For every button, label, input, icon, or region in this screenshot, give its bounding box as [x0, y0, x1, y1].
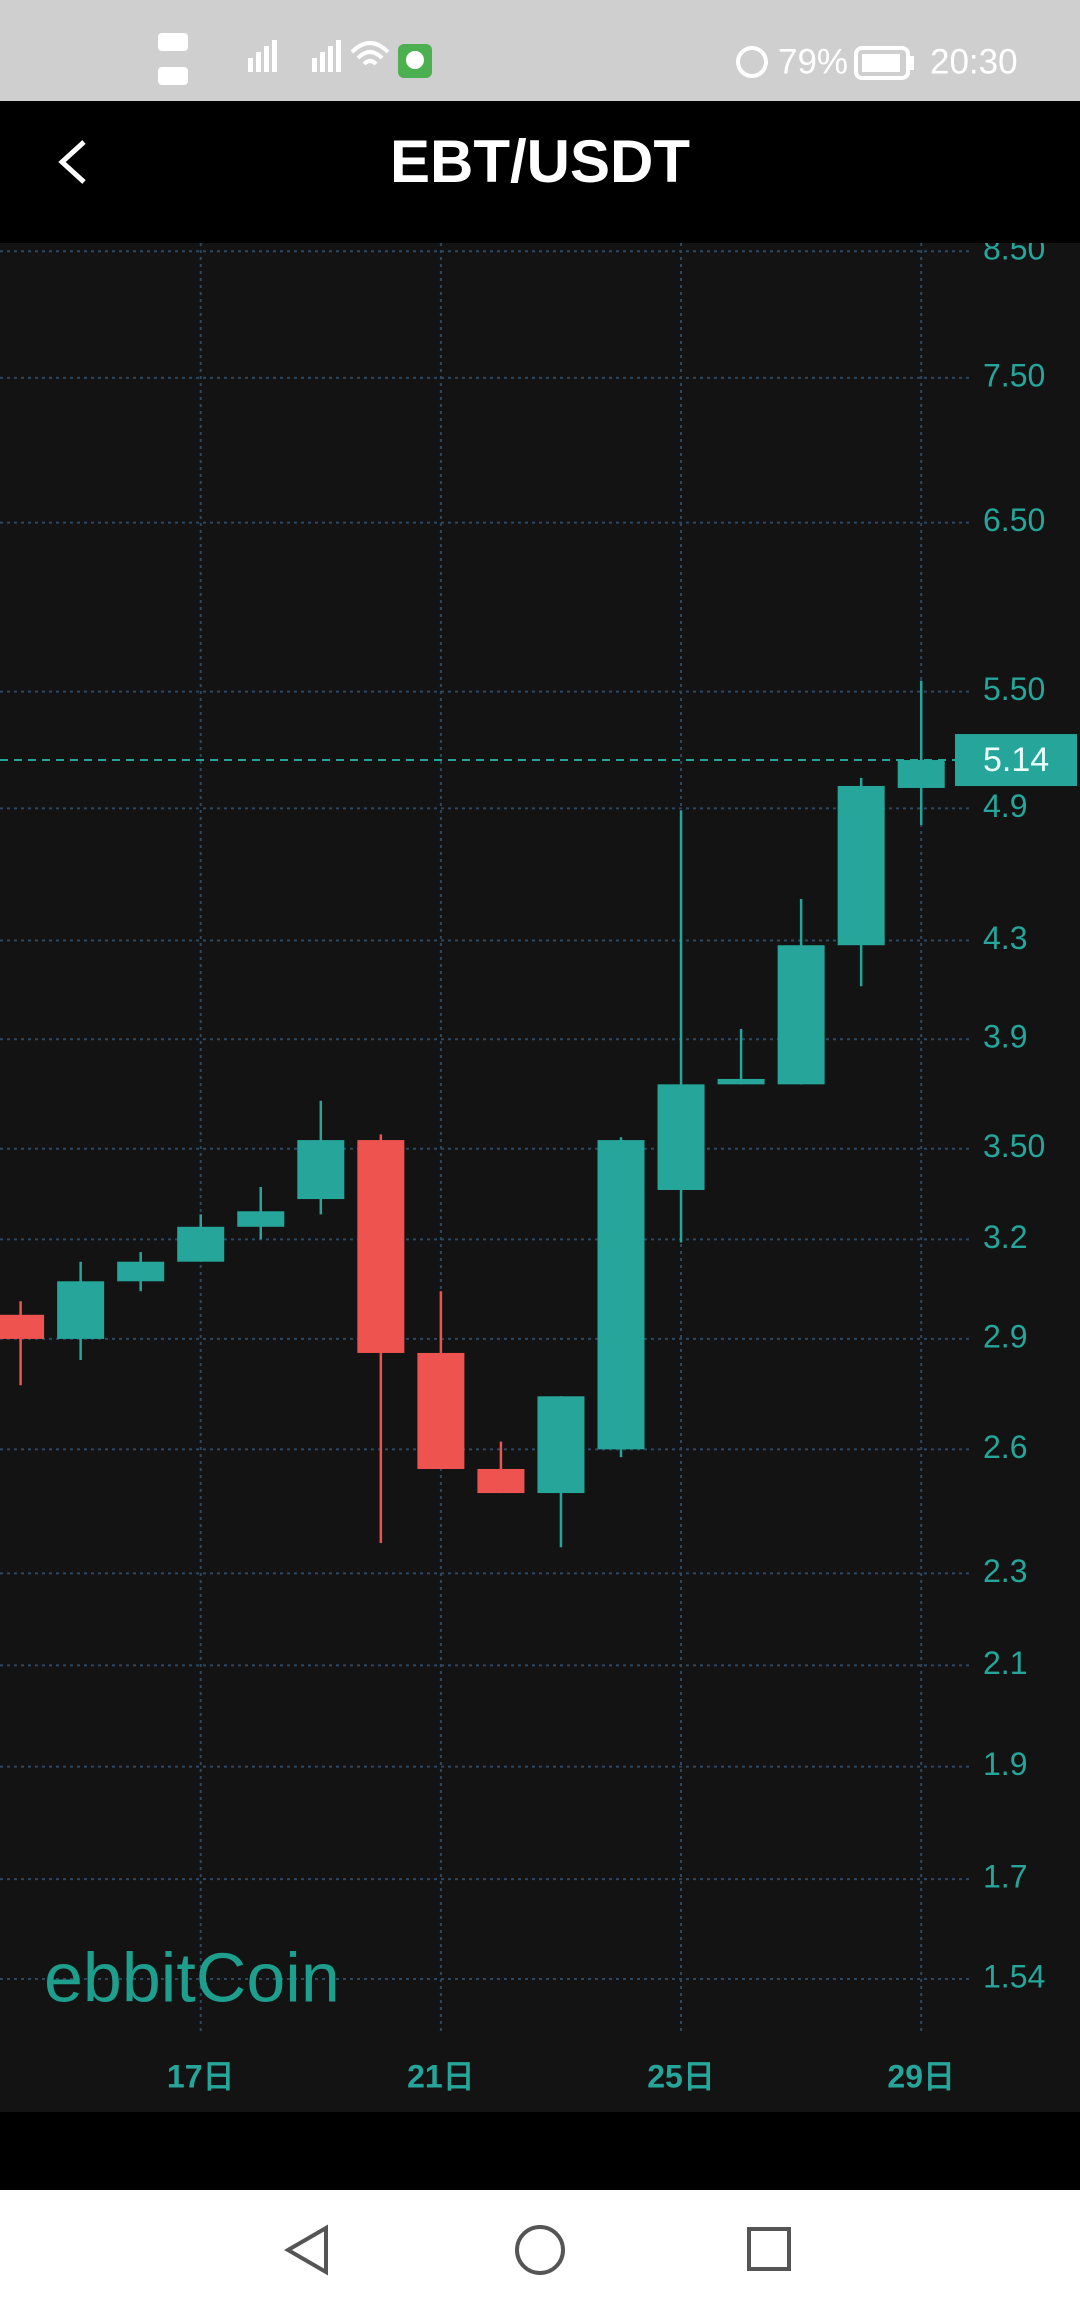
candle-body: [177, 1226, 225, 1262]
y-tick-label: 4.9: [983, 788, 1027, 824]
candle-body: [57, 1281, 105, 1339]
candle-body: [237, 1211, 285, 1227]
y-tick-label: 3.50: [983, 1128, 1045, 1164]
y-tick-label: 3.9: [983, 1019, 1027, 1055]
y-tick-label: 2.3: [983, 1553, 1027, 1589]
candle-body: [477, 1468, 525, 1494]
x-tick-label: 21日: [407, 2058, 475, 2094]
chart: 8.507.506.505.504.94.33.93.503.22.92.62.…: [0, 231, 1080, 2112]
bottom-band: [0, 2112, 1080, 2190]
signal-icons: [158, 33, 432, 85]
candle-body: [897, 760, 945, 788]
y-tick-label: 2.6: [983, 1429, 1027, 1465]
y-tick-label: 4.3: [983, 920, 1027, 956]
candle-body: [117, 1261, 165, 1282]
last-price-label: 5.14: [983, 741, 1049, 779]
y-tick-label: 2.1: [983, 1645, 1027, 1681]
y-tick-label: 5.50: [983, 671, 1045, 707]
page-title: EBT/USDT: [390, 128, 690, 195]
candle-body: [297, 1140, 345, 1200]
candle-body: [657, 1084, 705, 1190]
clock: 20:30: [930, 42, 1018, 81]
nav-bar: [0, 2190, 1080, 2310]
last-price-tag: [955, 734, 1077, 787]
candle-body: [537, 1396, 585, 1494]
back-button[interactable]: [58, 140, 86, 184]
x-tick-label: 29日: [887, 2058, 955, 2094]
x-tick-label: 17日: [167, 2058, 235, 2094]
watermark: ebbitCoin: [44, 1938, 340, 2016]
nav-recent[interactable]: [747, 2227, 791, 2271]
y-tick-label: 3.2: [983, 1219, 1027, 1255]
candle-body: [717, 1078, 765, 1085]
nav-back[interactable]: [284, 2224, 328, 2276]
header-bar: [0, 101, 1080, 243]
status-icons: [736, 46, 914, 80]
nav-home[interactable]: [515, 2225, 565, 2275]
candle-body: [597, 1140, 645, 1450]
y-tick-label: 1.54: [983, 1958, 1045, 1994]
y-tick-label: 1.9: [983, 1746, 1027, 1782]
y-tick-label: 7.50: [983, 357, 1045, 393]
x-tick-label: 25日: [647, 2058, 715, 2094]
candle-body: [837, 785, 885, 946]
battery-level: 79%: [778, 42, 848, 81]
y-tick-label: 2.9: [983, 1318, 1027, 1354]
candle-body: [417, 1352, 465, 1469]
chart-background: [0, 243, 1080, 2112]
candle-body: [357, 1140, 405, 1353]
candle-body: [0, 1314, 45, 1339]
y-tick-label: 1.7: [983, 1859, 1027, 1895]
candle-body: [777, 945, 825, 1085]
y-tick-label: 6.50: [983, 502, 1045, 538]
